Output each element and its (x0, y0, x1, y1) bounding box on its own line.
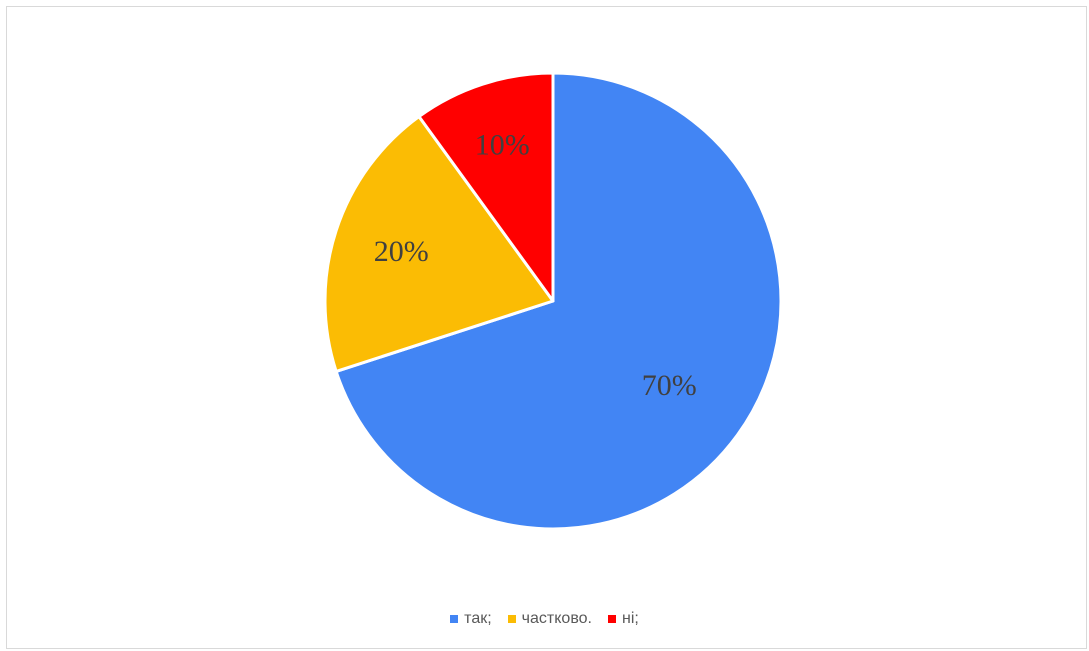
data-label-chastkovo: 20% (374, 235, 429, 268)
slice-chastkovo (323, 115, 555, 373)
data-label-tak: 70% (642, 369, 697, 402)
legend-label-tak: так; (464, 610, 492, 627)
legend-item-ni: ні; (607, 610, 639, 628)
legend-swatch-chastkovo (507, 615, 516, 623)
slice-ni (417, 71, 555, 303)
legend-item-tak: так; (450, 610, 492, 628)
slice-tak (334, 71, 783, 531)
legend-label-ni: ні; (621, 610, 639, 627)
legend-label-chastkovo: частково. (521, 610, 592, 627)
data-label-ni: 10% (475, 128, 530, 161)
legend: так; частково. ні; (0, 607, 1089, 631)
legend-swatch-tak (450, 615, 459, 623)
legend-swatch-ni (607, 615, 616, 623)
legend-item-chastkovo: частково. (507, 610, 592, 628)
